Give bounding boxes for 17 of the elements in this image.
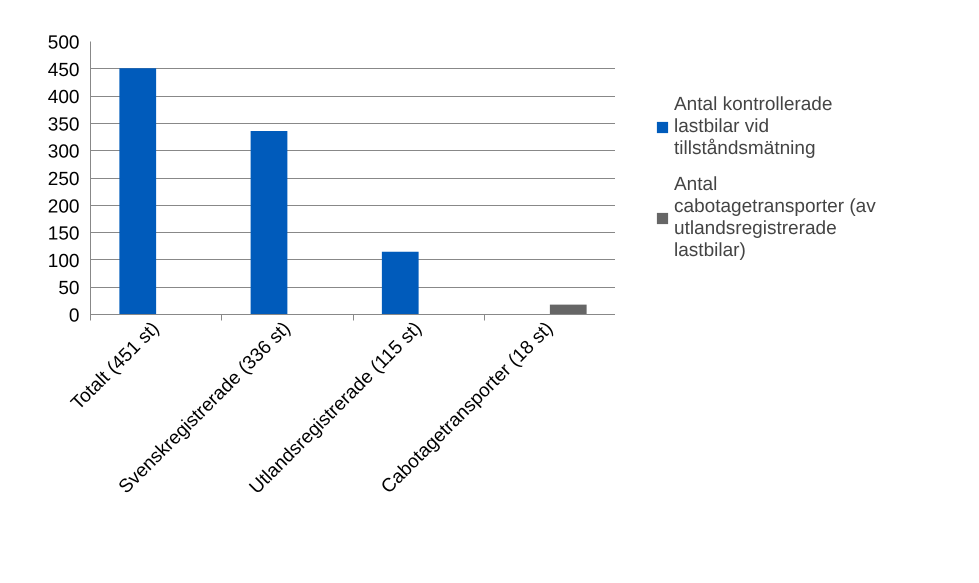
bar <box>550 304 587 314</box>
y-tick-label: 200 <box>48 196 80 218</box>
bar <box>119 68 156 314</box>
y-tick-label: 500 <box>48 32 80 54</box>
y-tick-label: 300 <box>48 142 80 163</box>
legend-label: Antal kontrollerade lastbilar vid tillståndsmätning <box>674 94 832 160</box>
y-tick-label: 0 <box>68 306 80 326</box>
bar <box>382 252 419 314</box>
y-tick-label: 450 <box>48 60 80 81</box>
bar <box>250 131 288 314</box>
y-tick-label: 400 <box>48 87 80 108</box>
legend-label: Antal cabotagetransporter (av utlandsregistrerade lastbilar) <box>674 174 876 262</box>
y-tick-label: 100 <box>48 250 80 272</box>
y-tick-label: 50 <box>58 278 80 300</box>
y-tick-label: 350 <box>48 114 80 136</box>
y-tick-label: 250 <box>48 169 80 190</box>
y-tick-label: 150 <box>48 224 80 245</box>
